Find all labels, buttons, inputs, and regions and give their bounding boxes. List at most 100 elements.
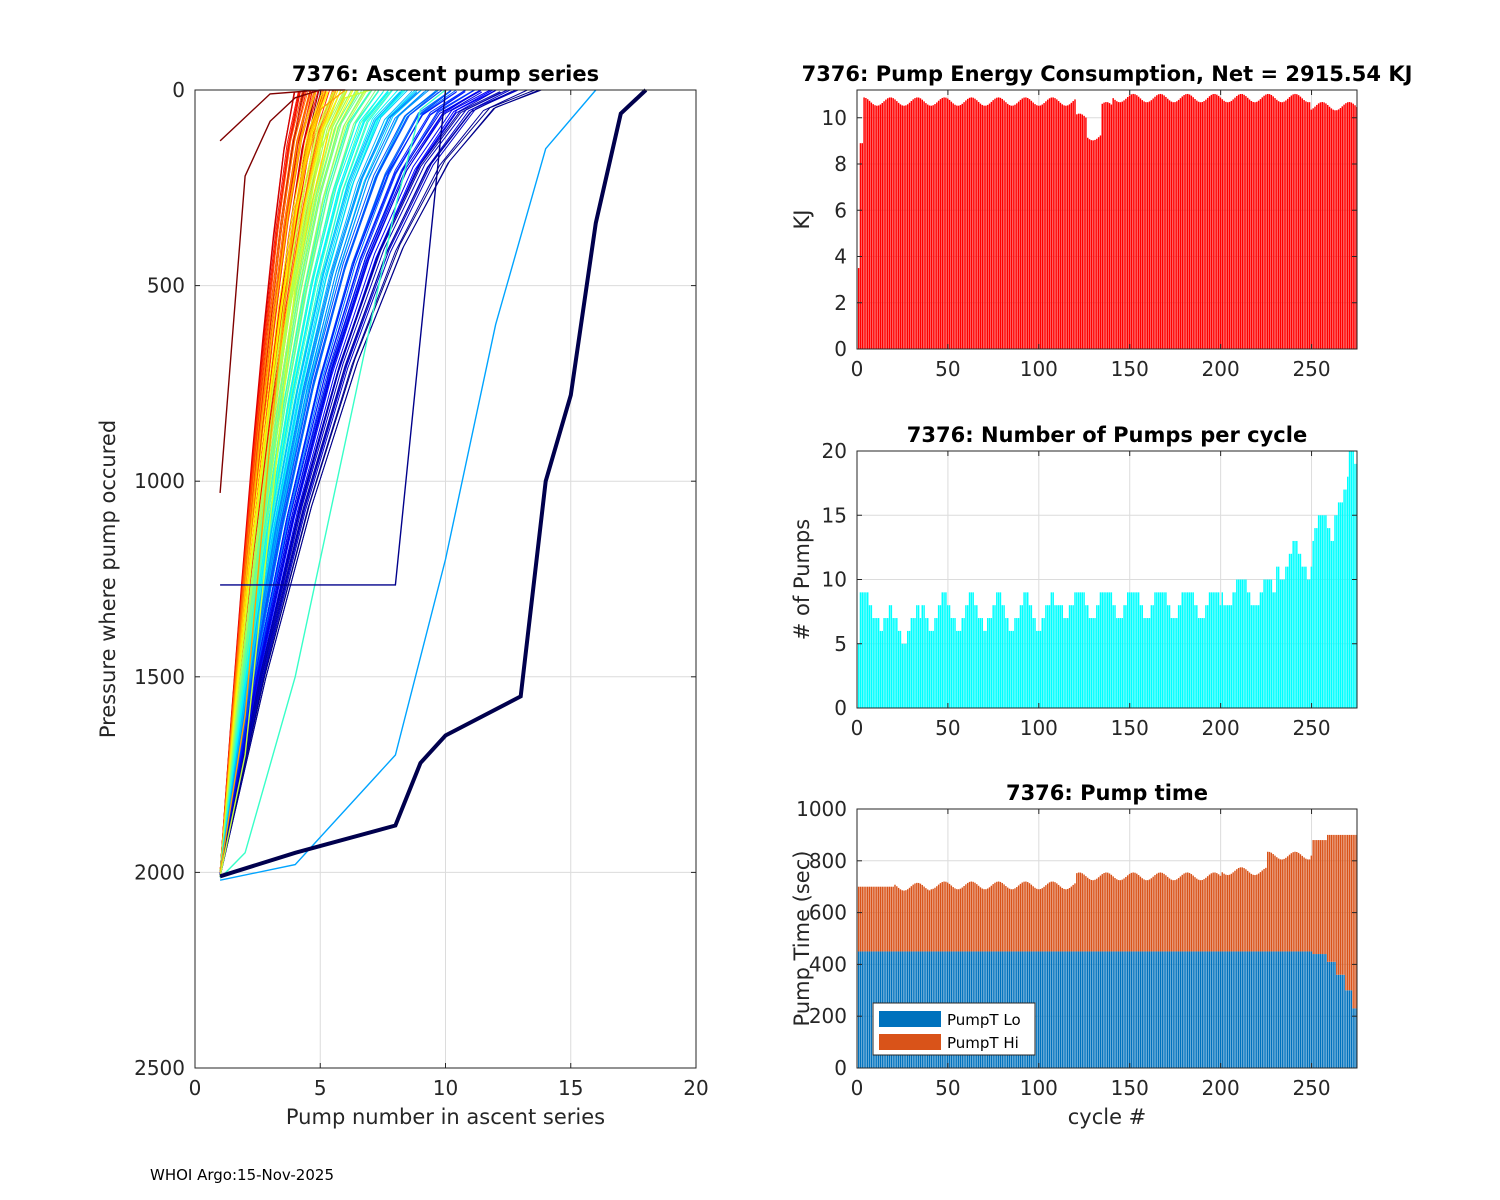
bar-hi <box>925 888 927 952</box>
bar <box>1243 579 1245 708</box>
bar-hi <box>1227 875 1229 952</box>
bar <box>1141 100 1143 349</box>
bar <box>1276 99 1278 349</box>
bar <box>959 105 962 349</box>
bar <box>1196 605 1198 708</box>
bar <box>1139 605 1142 708</box>
bar-lo <box>1137 951 1140 1068</box>
bar <box>1028 99 1031 349</box>
bar <box>1094 618 1096 708</box>
y-tick-label: 600 <box>809 901 847 925</box>
bar-lo <box>1041 951 1043 1068</box>
ascent-line <box>219 91 477 873</box>
bar-hi <box>930 889 933 952</box>
bar-hi <box>1214 872 1216 952</box>
bar <box>1001 605 1003 708</box>
bar <box>1017 101 1020 349</box>
bar-hi <box>1099 875 1102 952</box>
y-tick-label: 400 <box>809 952 847 976</box>
bar <box>1021 98 1023 350</box>
bar <box>1268 94 1271 349</box>
bar-hi <box>859 886 862 952</box>
bar <box>1068 104 1071 349</box>
bar-lo <box>1101 951 1103 1068</box>
bar-lo <box>1290 951 1293 1068</box>
bar <box>1330 108 1333 350</box>
bar <box>983 105 985 349</box>
bar <box>1343 104 1345 350</box>
bar-lo <box>1292 951 1294 1068</box>
bar <box>1114 99 1116 349</box>
ascent-line <box>219 92 309 873</box>
bar <box>1190 95 1193 349</box>
bar <box>907 104 909 349</box>
bar <box>1319 102 1322 350</box>
bar <box>997 592 1000 708</box>
bar-lo <box>1268 951 1271 1068</box>
bar-hi <box>1212 872 1214 952</box>
bar <box>1196 100 1198 350</box>
bar-hi <box>1228 874 1231 952</box>
y-tick-label: 20 <box>822 439 847 463</box>
ascent-line <box>219 90 362 874</box>
bar <box>1208 96 1211 349</box>
bar <box>874 105 876 349</box>
bar-lo <box>1347 990 1349 1068</box>
bar-hi <box>1083 874 1085 952</box>
bar <box>870 102 873 350</box>
bar <box>1136 592 1138 708</box>
bar <box>1176 618 1178 708</box>
bar-hi <box>1016 887 1018 952</box>
bar <box>985 630 987 708</box>
bar <box>1145 102 1147 349</box>
bar-hi <box>1067 888 1069 952</box>
bar-hi <box>1025 881 1027 952</box>
bar-hi <box>1130 872 1133 952</box>
bar <box>1039 630 1042 708</box>
bar <box>1103 102 1105 349</box>
bar <box>979 618 982 708</box>
bar <box>1110 592 1113 708</box>
bar <box>897 630 900 708</box>
bar <box>963 102 965 349</box>
bar-hi <box>879 886 882 952</box>
y-tick-label: 0 <box>834 337 847 361</box>
bar <box>1299 96 1302 349</box>
bar <box>1101 103 1103 349</box>
bar-hi <box>1248 872 1251 952</box>
bar-hi <box>1221 872 1223 952</box>
bar-hi <box>1301 855 1303 952</box>
bar-lo <box>1230 951 1233 1068</box>
bar-lo <box>1172 951 1174 1068</box>
bar-hi <box>892 886 894 952</box>
bar-lo <box>1208 951 1211 1068</box>
bar-lo <box>1037 951 1040 1068</box>
bar <box>1016 103 1018 349</box>
bar-lo <box>1099 951 1102 1068</box>
bar <box>890 605 893 708</box>
bar-hi <box>921 884 923 952</box>
x-tick-label: 0 <box>189 1076 202 1100</box>
bar <box>1343 489 1345 708</box>
bar-hi <box>1041 888 1043 952</box>
bar-lo <box>1319 954 1322 1068</box>
bar <box>1048 98 1051 349</box>
bar-hi <box>994 882 996 952</box>
bar <box>887 98 889 349</box>
bar-hi <box>883 886 885 952</box>
bar <box>927 618 929 708</box>
bar-lo <box>859 951 862 1068</box>
bar <box>1228 605 1231 708</box>
bar-hi <box>927 889 929 952</box>
y-tick-label: 200 <box>809 1004 847 1028</box>
y-tick-label: 5 <box>834 632 847 656</box>
bar <box>1027 592 1029 708</box>
bar <box>1014 104 1016 349</box>
x-tick-label: 100 <box>1020 716 1058 740</box>
bar <box>1197 101 1200 350</box>
y-tick-label: 6 <box>834 198 847 222</box>
bar-hi <box>1065 889 1067 952</box>
bar-hi <box>1003 884 1005 952</box>
bar <box>937 605 940 708</box>
bar <box>1267 579 1269 708</box>
